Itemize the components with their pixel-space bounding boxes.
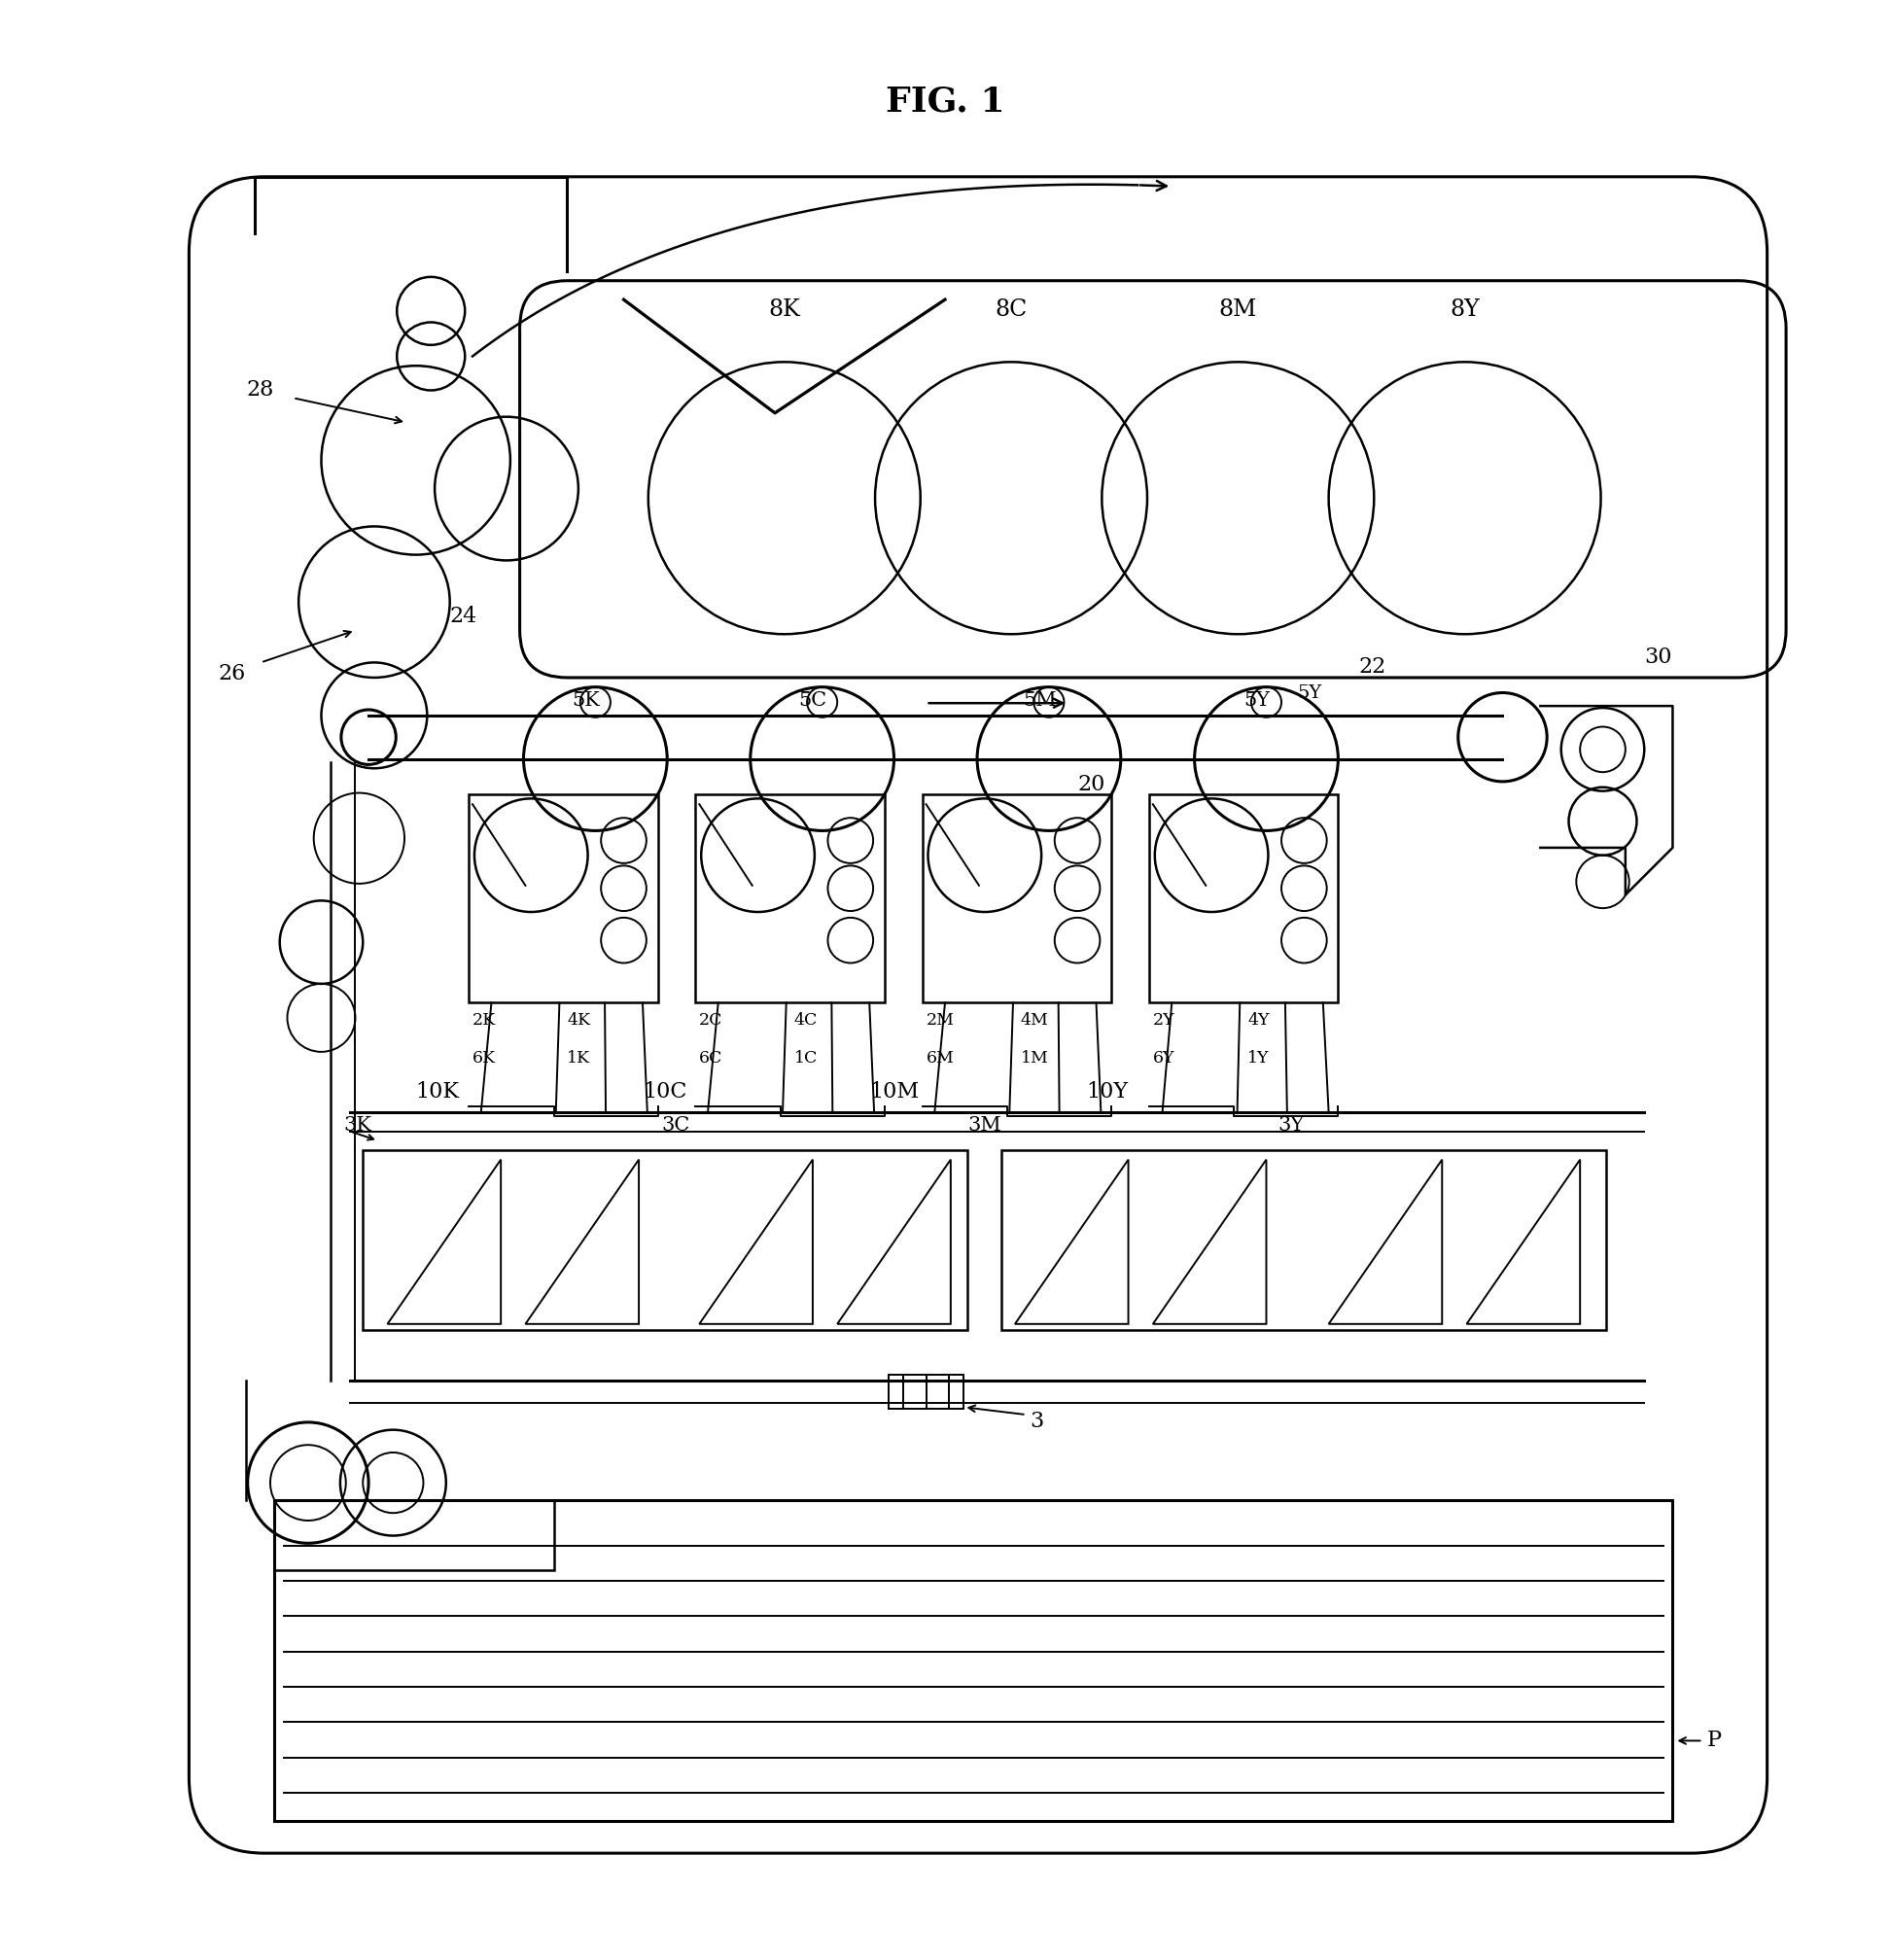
Text: 8K: 8K: [769, 298, 799, 319]
Bar: [696, 796, 885, 1004]
Text: 6K: 6K: [472, 1051, 495, 1066]
Text: 4M: 4M: [1021, 1011, 1049, 1029]
Text: 5Y: 5Y: [1298, 684, 1321, 702]
Text: 22: 22: [1359, 657, 1385, 678]
Text: P: P: [1707, 1731, 1722, 1752]
Text: 20: 20: [1077, 774, 1106, 796]
Text: 2Y: 2Y: [1153, 1011, 1176, 1029]
Text: 10C: 10C: [643, 1082, 686, 1103]
Bar: [888, 1376, 964, 1409]
Text: 2K: 2K: [472, 1011, 495, 1029]
Text: 3: 3: [1030, 1411, 1043, 1433]
Text: 6Y: 6Y: [1153, 1051, 1176, 1066]
Text: 26: 26: [217, 662, 246, 684]
Text: 2M: 2M: [926, 1011, 954, 1029]
Bar: [274, 1499, 1673, 1821]
Text: 5K: 5K: [573, 692, 599, 710]
Text: 1C: 1C: [794, 1051, 818, 1066]
Text: 10Y: 10Y: [1087, 1082, 1128, 1103]
Text: 4C: 4C: [794, 1011, 818, 1029]
Text: 8M: 8M: [1219, 298, 1257, 319]
Text: 1Y: 1Y: [1247, 1051, 1270, 1066]
Text: 3K: 3K: [344, 1117, 372, 1135]
Bar: [922, 796, 1111, 1004]
Text: 30: 30: [1644, 647, 1673, 668]
Text: 4Y: 4Y: [1247, 1011, 1270, 1029]
Text: 3M: 3M: [968, 1117, 1002, 1135]
Bar: [1002, 1151, 1606, 1329]
Text: 5M: 5M: [1022, 692, 1057, 710]
Text: 8C: 8C: [994, 298, 1028, 319]
Bar: [469, 796, 658, 1004]
Bar: [1149, 796, 1338, 1004]
Bar: [363, 1151, 968, 1329]
Text: 6M: 6M: [926, 1051, 954, 1066]
Text: 10M: 10M: [869, 1082, 919, 1103]
Text: 1K: 1K: [567, 1051, 590, 1066]
Text: 3Y: 3Y: [1278, 1117, 1304, 1135]
Text: 10K: 10K: [416, 1082, 459, 1103]
Text: 4K: 4K: [567, 1011, 590, 1029]
Text: 5C: 5C: [799, 692, 826, 710]
Text: 3C: 3C: [662, 1117, 690, 1135]
Text: 2C: 2C: [699, 1011, 724, 1029]
Text: 28: 28: [246, 380, 274, 402]
Text: 8Y: 8Y: [1450, 298, 1480, 319]
Text: 1M: 1M: [1021, 1051, 1049, 1066]
Text: FIG. 1: FIG. 1: [885, 84, 1005, 118]
Text: 6C: 6C: [699, 1051, 724, 1066]
Text: 5Y: 5Y: [1244, 692, 1270, 710]
Bar: [274, 1499, 554, 1570]
Text: 24: 24: [450, 606, 476, 627]
